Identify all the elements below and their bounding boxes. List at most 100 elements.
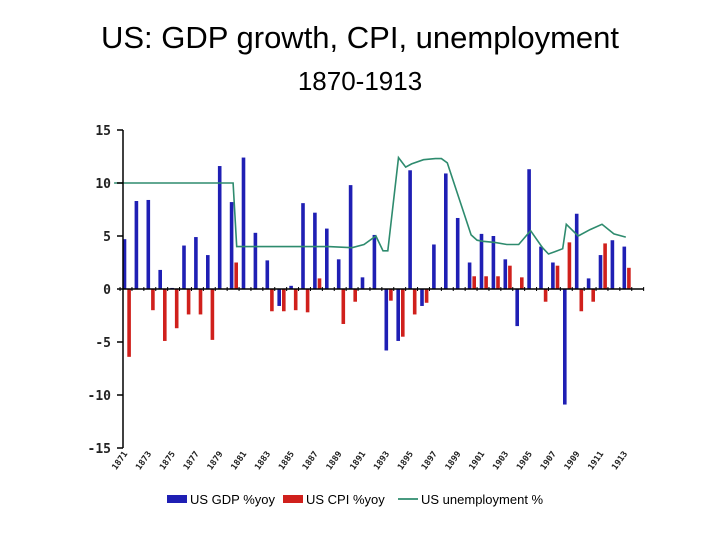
cpi-bar [210, 289, 215, 340]
x-tick-label: 1877 [182, 450, 202, 473]
chart-title: US: GDP growth, CPI, unemployment [100, 20, 620, 55]
gdp-bar [396, 289, 400, 341]
cpi-bar [484, 276, 488, 289]
legend-cpi-swatch [283, 495, 303, 503]
x-tick-label: 1897 [420, 450, 440, 473]
gdp-bar [574, 213, 579, 289]
x-tick-label: 1891 [348, 450, 368, 473]
legend-cpi: US CPI %yoy [283, 492, 385, 507]
gdp-bar [122, 239, 127, 289]
gdp-bar [444, 173, 448, 289]
cpi-bar [163, 289, 167, 341]
gdp-bar [206, 255, 210, 289]
legend-unemployment-label: US unemployment % [421, 492, 544, 507]
gdp-bar [432, 244, 436, 289]
x-tick-label: 1907 [539, 450, 559, 473]
cpi-bar [496, 276, 500, 289]
gdp-bar [277, 289, 281, 306]
cpi-bar [424, 289, 429, 303]
gdp-bar [455, 217, 460, 289]
gdp-bar [372, 234, 377, 289]
legend-unemployment: US unemployment % [398, 492, 544, 507]
x-tick-label: 1901 [467, 450, 487, 473]
x-tick-label: 1903 [491, 450, 511, 473]
cpi-bar [198, 289, 203, 315]
gdp-bar [551, 262, 555, 289]
cpi-bar [543, 289, 548, 302]
gdp-bar [217, 166, 222, 289]
cpi-bar [579, 289, 584, 312]
cpi-bar [151, 289, 155, 311]
x-tick-label: 1893 [372, 450, 392, 473]
gdp-bar [384, 289, 389, 351]
gdp-bar [134, 201, 139, 289]
cpi-bar [317, 278, 322, 289]
gdp-bar [325, 228, 329, 289]
gdp-bar [289, 285, 293, 289]
gdp-bar [622, 246, 627, 289]
y-tick-label: -10 [88, 389, 112, 404]
bar-layer [122, 157, 631, 405]
cpi-bar [555, 265, 560, 289]
gdp-bar [586, 278, 591, 289]
gdp-bar [598, 255, 603, 289]
x-tick-label: 1875 [158, 450, 178, 473]
x-tick-label: 1883 [253, 450, 273, 473]
legend-cpi-label: US CPI %yoy [306, 492, 385, 507]
line-layer [114, 155, 627, 255]
cpi-bar [591, 289, 595, 302]
gdp-bar [503, 259, 508, 289]
cpi-bar [293, 289, 298, 311]
gdp-bar [194, 237, 198, 289]
gdp-bar [527, 169, 531, 289]
legend-layer: US GDP %yoy US CPI %yoy US unemployment % [167, 492, 544, 507]
gdp-bar [420, 289, 424, 306]
cpi-bar [401, 289, 405, 337]
cpi-bar [305, 289, 310, 313]
x-tick-label: 1895 [396, 450, 416, 473]
legend-gdp-label: US GDP %yoy [190, 492, 276, 507]
y-tick-label: -15 [88, 442, 111, 457]
cpi-bar [603, 243, 607, 289]
gdp-bar [241, 157, 246, 289]
gdp-bar [408, 170, 412, 289]
gdp-bar [360, 277, 365, 289]
cpi-bar [472, 276, 476, 289]
gdp-bar [515, 289, 519, 327]
gdp-bar [229, 202, 234, 289]
y-tick-label: 0 [103, 283, 111, 298]
cpi-bar [520, 277, 524, 289]
unemployment-line [114, 155, 627, 255]
x-tick-label: 1909 [563, 450, 583, 473]
gdp-bar [610, 240, 615, 289]
y-tick-label: 10 [95, 177, 111, 192]
gdp-bar [336, 259, 341, 289]
gdp-bar [348, 185, 353, 289]
x-tick-label: 1889 [325, 450, 345, 473]
cpi-bar [341, 289, 346, 324]
cpi-bar [174, 289, 179, 329]
y-tick-label: 15 [95, 124, 111, 139]
y-tick-label: 5 [103, 230, 111, 245]
x-tick-label: 1905 [515, 450, 535, 473]
x-tick-label: 1913 [610, 450, 630, 473]
cpi-bar [353, 289, 357, 302]
legend-gdp-swatch [167, 495, 187, 503]
cpi-bar [508, 265, 512, 289]
gdp-bar [491, 236, 496, 289]
gdp-bar [563, 289, 567, 405]
x-tick-label: 1885 [277, 450, 297, 473]
cpi-bar [270, 289, 274, 312]
x-tick-label: 1879 [206, 450, 226, 473]
chart-subtitle: 1870-1913 [297, 66, 423, 96]
gdp-bar [467, 262, 472, 289]
gdp-bar [313, 212, 317, 289]
cpi-bar [127, 289, 131, 357]
title-block: US: GDP growth, CPI, unemployment 1870-1… [0, 18, 720, 98]
x-tick-label: 1881 [229, 450, 249, 473]
y-tick-label: -5 [95, 336, 111, 351]
x-tick-label: 1887 [301, 450, 321, 473]
gdp-bar [158, 269, 162, 289]
gdp-bar [539, 246, 543, 289]
